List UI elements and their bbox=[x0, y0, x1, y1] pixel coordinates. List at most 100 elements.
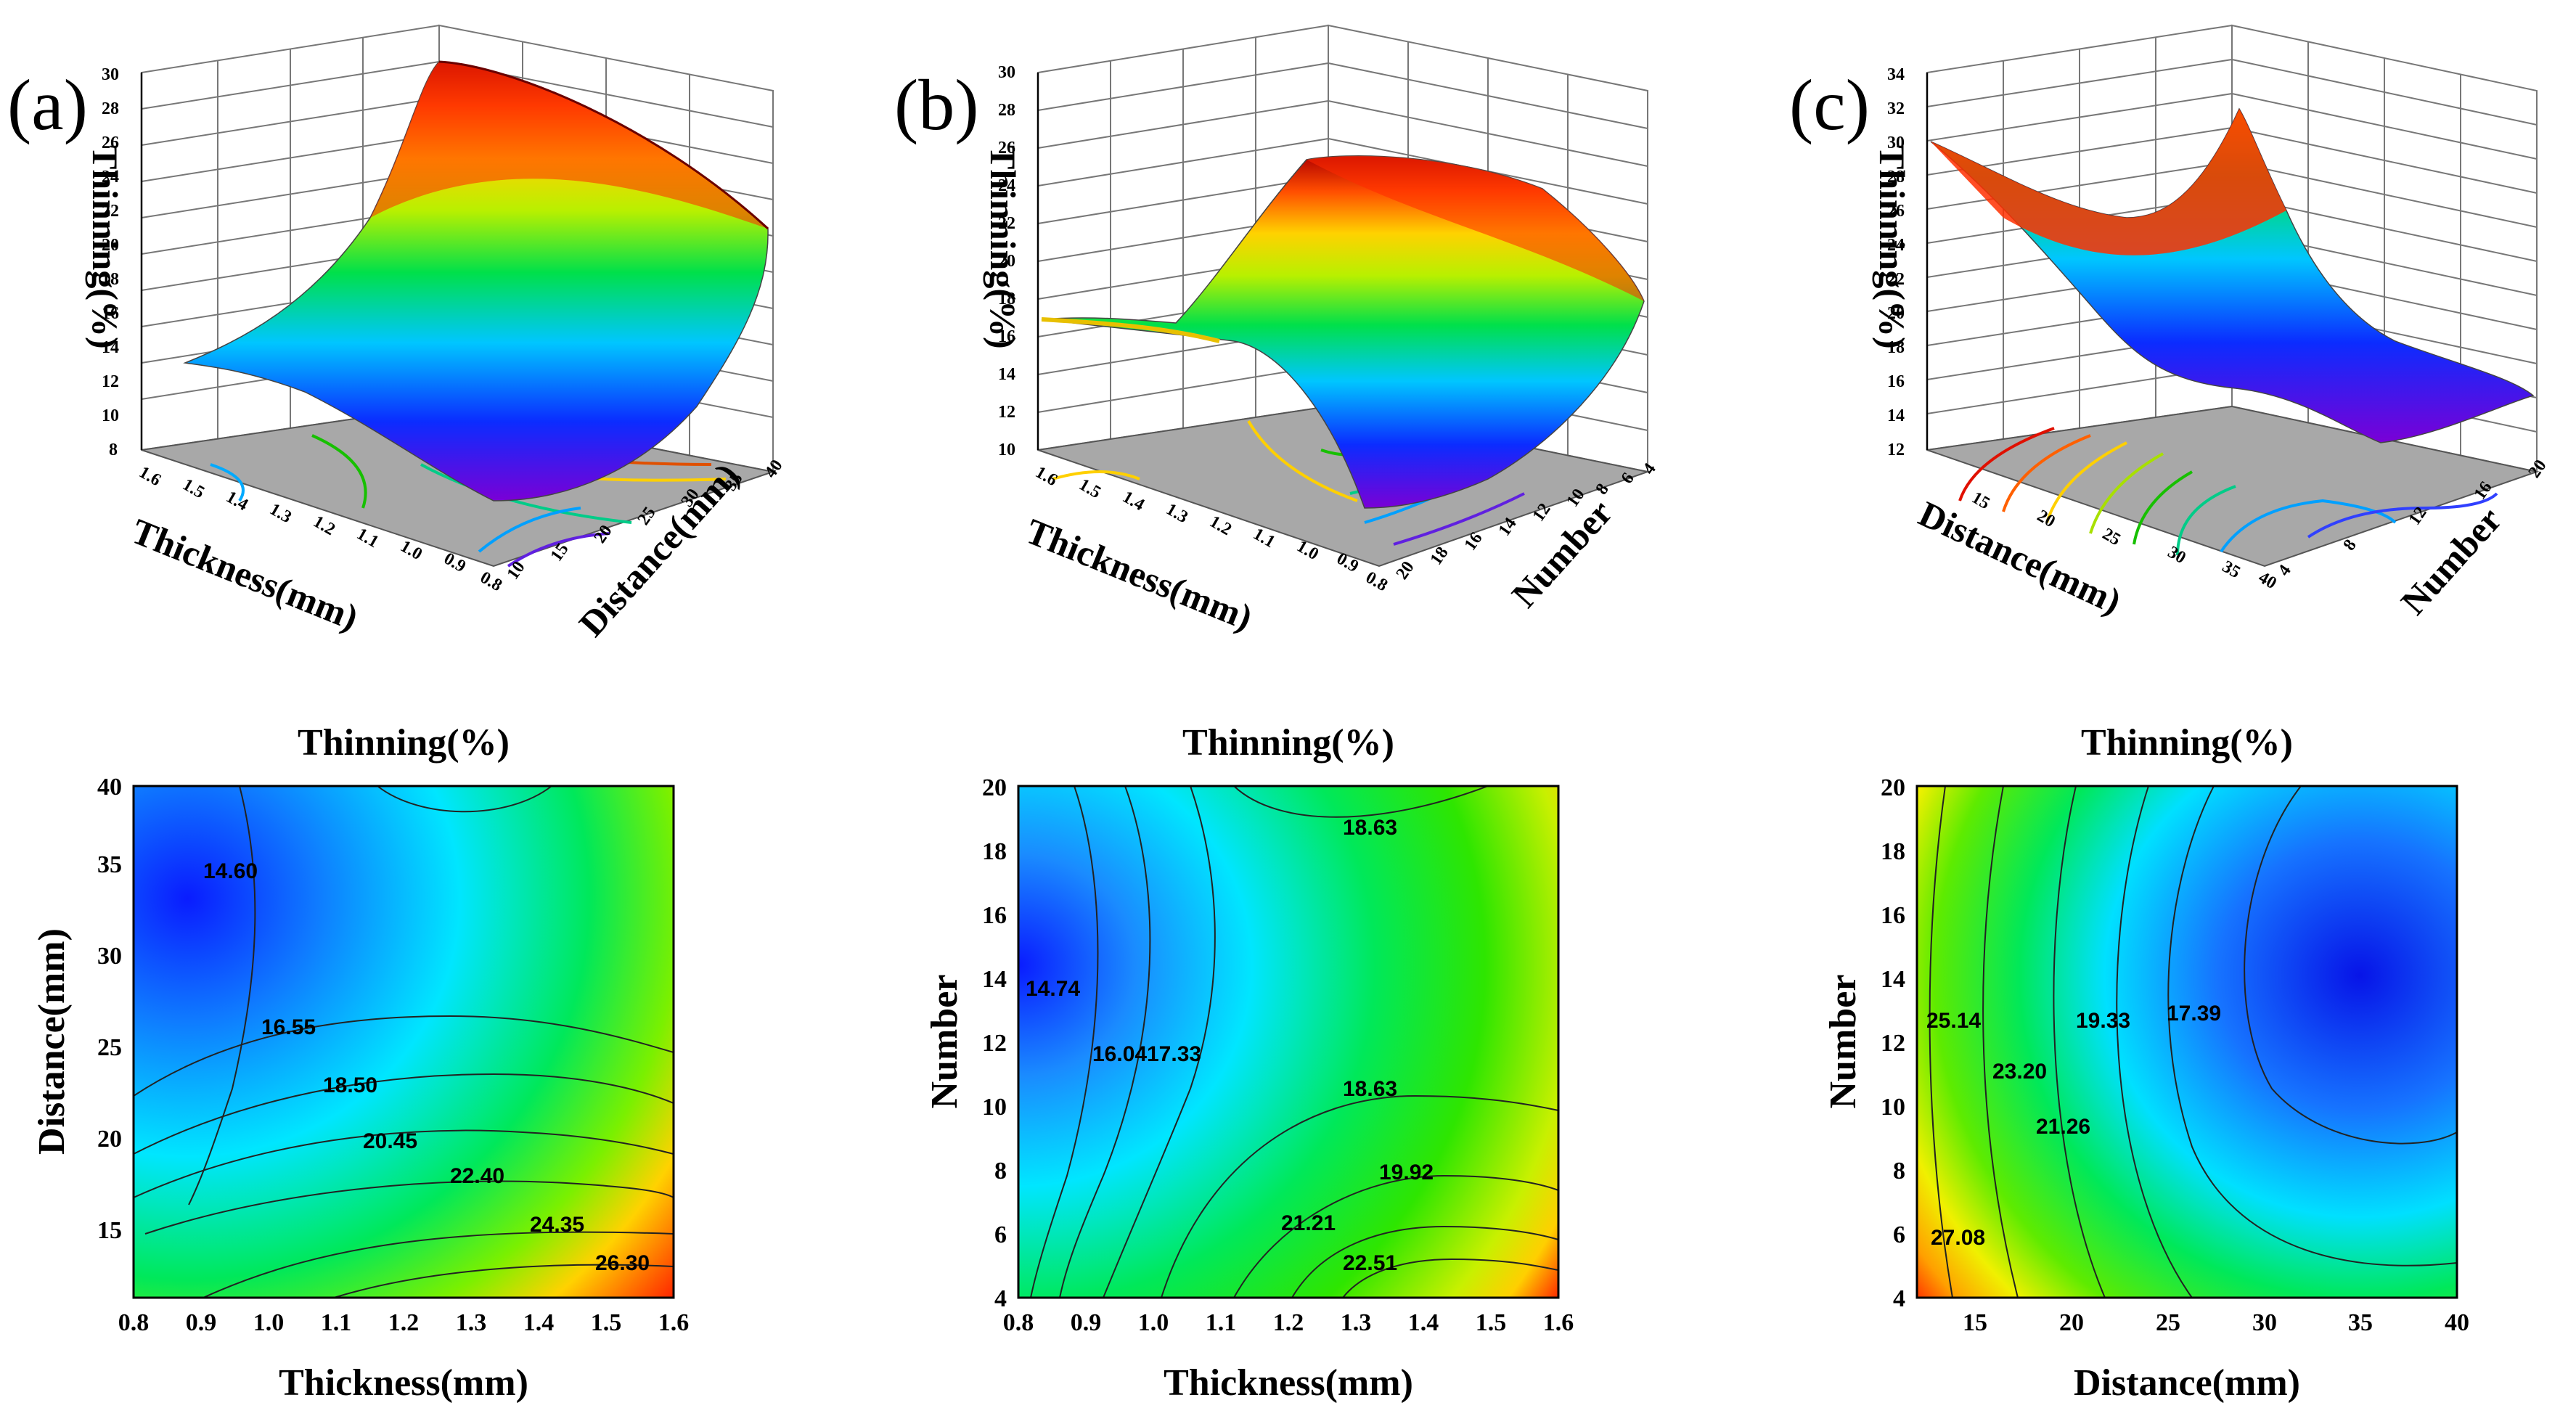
y-tick: 10 bbox=[1881, 1094, 1905, 1121]
y-tick: 12 bbox=[1881, 1030, 1905, 1057]
y-tick: 4 bbox=[994, 1285, 1007, 1312]
x-tick: 1.3 bbox=[1341, 1309, 1372, 1336]
surface-panel-a: (a) bbox=[7, 24, 787, 644]
contour-lines-b bbox=[1030, 785, 1559, 1298]
z-tick: 10 bbox=[102, 406, 119, 425]
x-tick: 1.4 bbox=[523, 1309, 555, 1336]
x-tick: 1.5 bbox=[1076, 475, 1104, 503]
contour-panel-a: Thinning(%) 14.60 16.55 18.50 20.45 22.4… bbox=[31, 722, 689, 1404]
x-tick: 1.2 bbox=[1273, 1309, 1304, 1336]
y-tick: 25 bbox=[97, 1034, 122, 1061]
z-tick: 24 bbox=[102, 168, 119, 187]
y-tick: 14 bbox=[982, 966, 1007, 993]
x-tick: 35 bbox=[2219, 557, 2244, 583]
z-ticks-b: 10 12 14 16 18 20 22 24 26 28 30 bbox=[998, 63, 1015, 459]
contour-level-label: 18.63 bbox=[1343, 1077, 1397, 1101]
z-tick: 20 bbox=[1887, 304, 1905, 323]
contour-fill-c bbox=[1917, 786, 2457, 1298]
x-tick: 1.6 bbox=[1032, 463, 1060, 491]
x-axis-label-contour-b: Thickness(mm) bbox=[1164, 1362, 1413, 1404]
z-tick: 18 bbox=[998, 290, 1015, 308]
contour-level-label: 27.08 bbox=[1931, 1226, 1985, 1250]
x-tick: 20 bbox=[2034, 507, 2058, 532]
x-tick: 15 bbox=[1968, 488, 1993, 514]
x-tick: 0.9 bbox=[1071, 1309, 1102, 1336]
x-axis-label-contour-c: Distance(mm) bbox=[2074, 1362, 2300, 1404]
z-tick: 16 bbox=[1887, 372, 1905, 391]
z-tick: 34 bbox=[1887, 65, 1905, 84]
z-tick: 16 bbox=[998, 327, 1015, 346]
panel-label-a: (a) bbox=[7, 65, 88, 145]
floor-contours-c bbox=[1958, 427, 2498, 556]
surface-c bbox=[1930, 107, 2535, 443]
y-tick: 8 bbox=[994, 1158, 1007, 1184]
z-tick: 12 bbox=[998, 403, 1015, 422]
contour-level-label: 25.14 bbox=[1926, 1009, 1981, 1033]
x-axis-label-c: Distance(mm) bbox=[1913, 493, 2127, 621]
x-tick: 1.3 bbox=[266, 500, 295, 528]
x-tick: 1.6 bbox=[1543, 1309, 1574, 1336]
z-tick: 14 bbox=[998, 365, 1015, 384]
z-axis-label-b: Thinning(%) bbox=[983, 145, 1023, 349]
contour-level-labels-c: 25.14 23.20 19.33 17.39 21.26 27.08 bbox=[1926, 1002, 2221, 1250]
y-tick: 14 bbox=[1881, 966, 1905, 993]
y-tick: 18 bbox=[982, 838, 1007, 865]
x-tick: 20 bbox=[2059, 1309, 2084, 1336]
x-tick: 1.1 bbox=[1206, 1309, 1237, 1336]
z-tick: 14 bbox=[102, 338, 119, 357]
y-tick: 40 bbox=[97, 774, 122, 801]
surface-b bbox=[1041, 155, 1645, 509]
y-tick: 12 bbox=[982, 1030, 1007, 1057]
contour-level-label: 16.04 bbox=[1092, 1042, 1147, 1066]
y-tick: 4 bbox=[1640, 460, 1660, 478]
x-tick: 15 bbox=[1963, 1309, 1987, 1336]
x-tick: 1.3 bbox=[456, 1309, 487, 1336]
y-tick: 10 bbox=[982, 1094, 1007, 1121]
x-tick: 1.3 bbox=[1163, 500, 1191, 528]
contour-level-label: 16.55 bbox=[261, 1015, 316, 1039]
contour-level-label: 23.20 bbox=[1992, 1060, 2047, 1084]
x-tick: 1.4 bbox=[223, 488, 251, 515]
z-tick: 20 bbox=[102, 236, 119, 255]
z-axis-label-a: Thinning(%) bbox=[85, 145, 126, 349]
y-tick: 8 bbox=[2340, 536, 2360, 554]
y-tick: 20 bbox=[982, 774, 1007, 801]
z-tick: 32 bbox=[1887, 99, 1905, 118]
contour-level-label: 22.40 bbox=[450, 1164, 504, 1188]
x-tick: 25 bbox=[2099, 525, 2124, 550]
z-tick: 28 bbox=[102, 99, 119, 118]
contour-panel-c: Thinning(%) 25.14 23.20 19.33 17.39 21.2… bbox=[1823, 722, 2469, 1404]
contour-frame-c bbox=[1915, 785, 2458, 1299]
z-tick: 18 bbox=[1887, 338, 1905, 357]
z-tick: 26 bbox=[1887, 202, 1905, 221]
x-tick: 1.4 bbox=[1408, 1309, 1439, 1336]
y-ticks-contour-c: 4 6 8 10 12 14 16 18 20 bbox=[1881, 774, 1905, 1312]
panel-label-c: (c) bbox=[1789, 65, 1870, 145]
contour-level-label: 18.50 bbox=[323, 1073, 377, 1097]
contour-level-label: 14.60 bbox=[203, 859, 258, 883]
z-tick: 24 bbox=[1887, 236, 1905, 255]
contour-title-c: Thinning(%) bbox=[2081, 722, 2293, 764]
contour-level-labels-a: 14.60 16.55 18.50 20.45 22.40 24.35 26.3… bbox=[203, 859, 650, 1275]
y-axis-label-contour-a: Distance(mm) bbox=[31, 928, 73, 1155]
y-tick: 8 bbox=[1893, 1158, 1905, 1184]
x-tick: 1.5 bbox=[179, 475, 208, 503]
contour-level-label: 17.39 bbox=[2167, 1002, 2221, 1026]
contour-level-label: 21.26 bbox=[2036, 1115, 2090, 1139]
contour-level-label: 17.33 bbox=[1147, 1042, 1201, 1066]
y-tick: 30 bbox=[97, 943, 122, 970]
z-tick: 26 bbox=[102, 134, 119, 152]
x-tick: 1.1 bbox=[321, 1309, 352, 1336]
contour-frame-a bbox=[132, 785, 675, 1299]
contour-level-labels-b: 14.74 16.04 17.33 18.63 18.63 19.92 21.2… bbox=[1026, 816, 1434, 1275]
y-tick: 6 bbox=[994, 1221, 1007, 1248]
z-tick: 22 bbox=[1887, 270, 1905, 289]
y-tick: 18 bbox=[1881, 838, 1905, 865]
x-tick: 0.8 bbox=[118, 1309, 150, 1336]
z-tick: 18 bbox=[102, 270, 119, 289]
z-tick: 28 bbox=[998, 101, 1015, 120]
x-tick: 25 bbox=[2156, 1309, 2180, 1336]
x-tick: 35 bbox=[2348, 1309, 2373, 1336]
panel-label-b: (b) bbox=[894, 65, 979, 145]
